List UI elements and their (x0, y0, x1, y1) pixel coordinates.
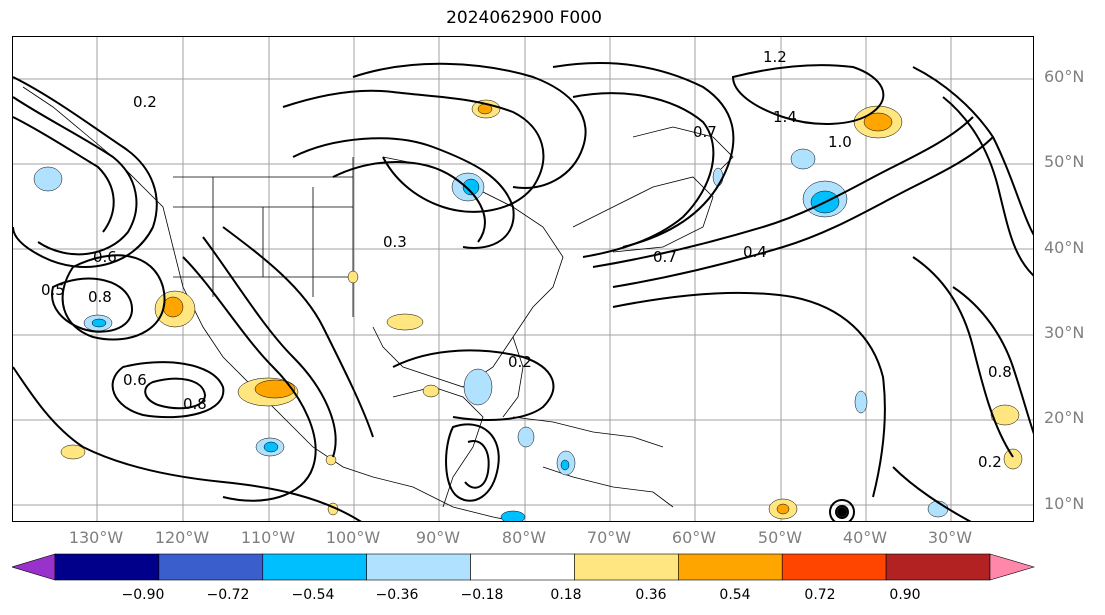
colorbar-segment (574, 553, 679, 581)
contour-lines (13, 62, 1033, 521)
contour-label: 1.0 (828, 133, 852, 151)
colorbar-tick-label: −0.18 (460, 587, 504, 603)
map-canvas: 0.2 0.5 0.6 0.8 0.7 1.2 1.4 1.0 0.4 0.3 … (13, 37, 1033, 521)
colorbar-segment (781, 553, 887, 581)
contour-label: 0.3 (383, 233, 407, 251)
colorbar (12, 553, 1035, 581)
lon-label: 50°W (757, 528, 803, 547)
colorbar-tick-label: 0.54 (719, 587, 751, 603)
lon-label: 120°W (154, 528, 210, 547)
lat-label: 20°N (1044, 408, 1085, 427)
contour-label: 0.2 (978, 453, 1002, 471)
colorbar-extend-max (989, 553, 1035, 581)
contour-value-labels: 0.2 0.5 0.6 0.8 0.7 1.2 1.4 1.0 0.4 0.3 … (41, 48, 1012, 471)
low-center-marker (837, 507, 847, 517)
contour-label: 0.7 (653, 248, 677, 266)
contour-label: 0.8 (988, 363, 1012, 381)
map-title: 2024062900 F000 (446, 8, 602, 28)
map-panel: 0.2 0.5 0.6 0.8 0.7 1.2 1.4 1.0 0.4 0.3 … (12, 36, 1034, 522)
colorbar-segment (678, 553, 783, 581)
colorbar-tick-label: 0.18 (550, 587, 582, 603)
colorbar-segment (885, 553, 991, 581)
lon-label: 60°W (671, 528, 717, 547)
colorbar-segment (366, 553, 471, 581)
colorbar-segment (262, 553, 367, 581)
lat-label: 30°N (1044, 323, 1085, 342)
lat-label: 60°N (1044, 67, 1085, 86)
contour-label: 0.8 (88, 288, 112, 306)
colorbar-tick-label: −0.72 (206, 587, 250, 603)
contour-label: 0.2 (508, 353, 532, 371)
colorbar-tick-label: 0.36 (635, 587, 667, 603)
lon-label: 90°W (415, 528, 461, 547)
lat-label: 10°N (1044, 494, 1085, 513)
lon-label: 130°W (68, 528, 124, 547)
colorbar-tick-label: −0.90 (121, 587, 165, 603)
lon-label: 30°W (927, 528, 973, 547)
colorbar-tick-label: 0.90 (889, 587, 921, 603)
lon-label: 40°W (842, 528, 888, 547)
colorbar-segment (158, 553, 264, 581)
lon-label: 70°W (586, 528, 632, 547)
lon-label: 100°W (325, 528, 381, 547)
contour-label: 0.7 (693, 123, 717, 141)
contour-label: 0.5 (41, 281, 65, 299)
colorbar-tick-label: −0.36 (375, 587, 419, 603)
colorbar-tick-label: −0.54 (291, 587, 335, 603)
contour-label: 1.2 (763, 48, 787, 66)
lon-label: 110°W (240, 528, 296, 547)
contour-label: 0.4 (743, 243, 767, 261)
lon-label: 80°W (501, 528, 547, 547)
lat-label: 40°N (1044, 238, 1085, 257)
contour-label: 0.6 (93, 248, 117, 266)
contour-label: 0.8 (183, 395, 207, 413)
colorbar-segment (54, 553, 160, 581)
colorbar-extend-min (12, 553, 56, 581)
lat-label: 50°N (1044, 152, 1085, 171)
contour-label: 1.4 (773, 108, 797, 126)
shaded-positive-regions (60, 99, 1023, 520)
contour-label: 0.2 (133, 93, 157, 111)
colorbar-segment (470, 553, 575, 581)
colorbar-tick-label: 0.72 (804, 587, 836, 603)
graticule (13, 37, 1033, 521)
contour-label: 0.6 (123, 371, 147, 389)
